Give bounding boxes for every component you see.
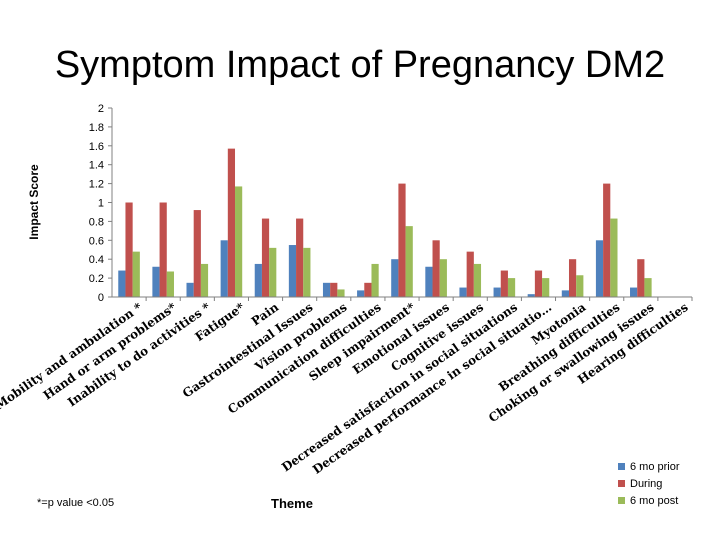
- bar-6-mo-prior: [527, 294, 535, 297]
- legend: 6 mo prior During 6 mo post: [618, 461, 680, 507]
- bar-during: [500, 270, 508, 297]
- bar-6-mo-post: [235, 186, 243, 297]
- y-tick-label: 0.6: [89, 235, 104, 247]
- bar-6-mo-prior: [288, 245, 297, 297]
- bar-during: [159, 202, 167, 297]
- bar-6-mo-prior: [357, 290, 365, 297]
- legend-swatch: [618, 463, 625, 470]
- bar-6-mo-post: [337, 289, 345, 297]
- y-tick-label: 1.6: [89, 141, 104, 153]
- bar-during: [125, 202, 133, 297]
- legend-label: 6 mo prior: [630, 461, 680, 473]
- bar-6-mo-prior: [459, 287, 467, 297]
- footnote: *=p value <0.05: [37, 497, 114, 509]
- bar-6-mo-prior: [630, 287, 638, 297]
- bar-6-mo-post: [405, 226, 413, 298]
- bar-6-mo-post: [132, 251, 140, 297]
- bar-6-mo-post: [439, 259, 447, 297]
- bar-6-mo-post: [507, 278, 516, 297]
- bar-during: [330, 282, 338, 297]
- y-tick-label: 0.4: [89, 254, 104, 266]
- bar-6-mo-prior: [493, 287, 501, 297]
- y-axis-label: Impact Score: [27, 164, 41, 240]
- x-category-label: Hand or arm problems*: [41, 300, 180, 403]
- bar-during: [534, 270, 543, 297]
- bar-6-mo-post: [644, 278, 652, 297]
- chart-title: Symptom Impact of Pregnancy DM2: [54, 44, 666, 86]
- bar-6-mo-post: [371, 263, 379, 297]
- bar-during: [466, 251, 474, 297]
- y-tick-label: 1: [98, 198, 104, 210]
- bar-6-mo-prior: [186, 282, 194, 297]
- legend-swatch: [618, 497, 625, 504]
- y-tick-label: 1.8: [89, 122, 104, 134]
- bar-6-mo-post: [269, 247, 277, 297]
- bar-6-mo-prior: [118, 270, 126, 297]
- y-tick-label: 0: [98, 292, 104, 304]
- legend-label: 6 mo post: [630, 495, 678, 507]
- bar-6-mo-post: [610, 218, 618, 297]
- bar-6-mo-prior: [220, 240, 228, 297]
- legend-swatch: [618, 480, 625, 487]
- y-tick-label: 0.8: [89, 216, 104, 228]
- bar-6-mo-post: [200, 263, 209, 297]
- x-axis-label: Theme: [271, 496, 313, 511]
- bar-during: [637, 259, 645, 297]
- bar-6-mo-prior: [322, 282, 331, 297]
- bar-6-mo-post: [473, 263, 482, 297]
- bar-during: [432, 240, 440, 297]
- bar-6-mo-post: [542, 278, 550, 297]
- bar-6-mo-prior: [561, 290, 569, 297]
- bar-6-mo-prior: [391, 259, 399, 297]
- bar-6-mo-post: [303, 247, 311, 297]
- bar-6-mo-post: [166, 271, 174, 297]
- bar-during: [261, 218, 270, 297]
- bar-during: [193, 210, 201, 297]
- bar-6-mo-prior: [254, 263, 262, 297]
- bar-during: [568, 259, 577, 297]
- legend-label: During: [630, 478, 662, 490]
- bar-6-mo-prior: [152, 266, 160, 297]
- y-tick-label: 2: [98, 103, 104, 115]
- y-tick-label: 1.2: [89, 179, 104, 191]
- bar-6-mo-post: [576, 275, 584, 297]
- bar-6-mo-prior: [595, 240, 604, 297]
- bar-during: [603, 183, 611, 297]
- y-tick-label: 1.4: [89, 160, 104, 172]
- y-tick-label: 0.2: [89, 273, 104, 285]
- bar-during: [296, 218, 304, 297]
- bar-during: [227, 148, 236, 297]
- bar-during: [398, 183, 406, 297]
- bar-during: [364, 282, 372, 297]
- bar-6-mo-prior: [425, 266, 433, 297]
